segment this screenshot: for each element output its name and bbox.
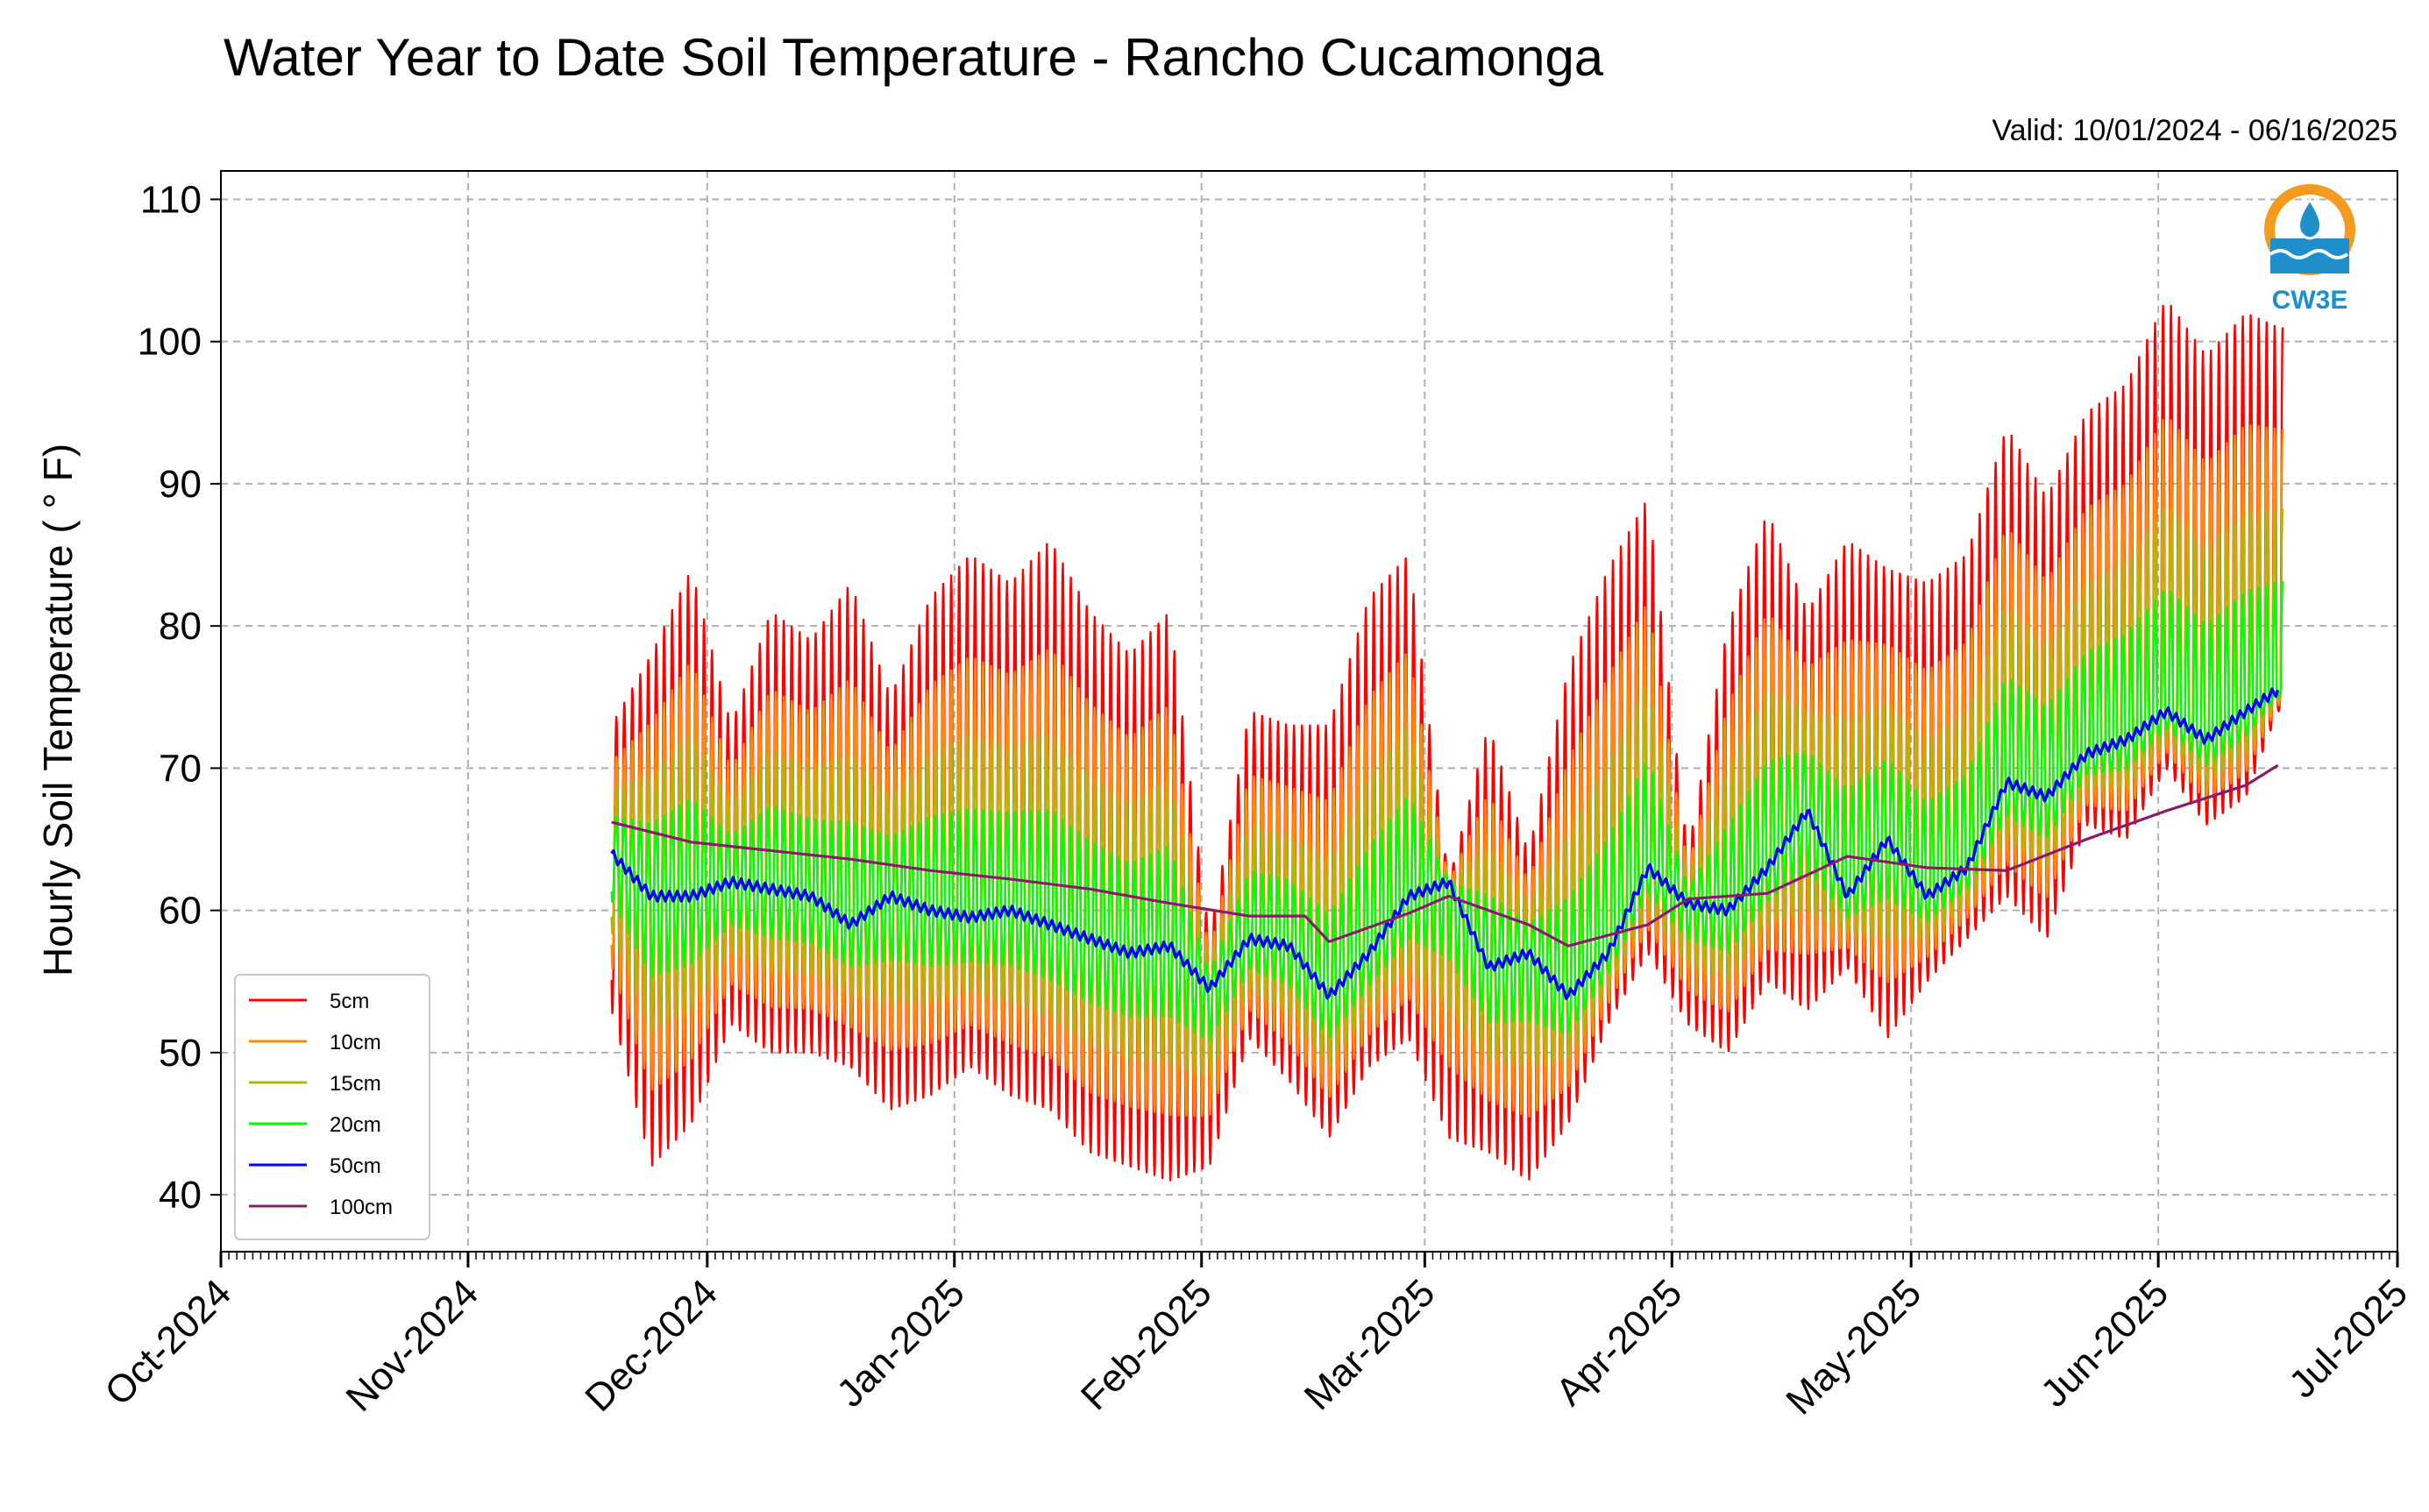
- y-tick-label: 60: [159, 890, 202, 933]
- series-line-50cm: [610, 687, 2280, 1000]
- valid-range: Valid: 10/01/2024 - 06/16/2025: [1992, 114, 2397, 147]
- x-tick-label: Jun-2025: [2033, 1271, 2177, 1415]
- y-tick-label: 80: [159, 605, 202, 648]
- y-tick-label: 40: [159, 1174, 202, 1217]
- legend-label-20cm: 20cm: [330, 1113, 381, 1137]
- legend-label-10cm: 10cm: [330, 1031, 381, 1054]
- legend: 5cm 10cm 15cm 20cm 50cm 100cm: [234, 974, 430, 1240]
- y-tick-label: 50: [159, 1032, 202, 1075]
- plot-frame: [220, 170, 2398, 1253]
- legend-label-100cm: 100cm: [330, 1196, 393, 1219]
- legend-label-50cm: 50cm: [330, 1154, 381, 1178]
- x-tick-label: Oct-2024: [96, 1271, 239, 1414]
- series-band-10cm: [610, 418, 2284, 1118]
- x-tick-label: Apr-2025: [1548, 1271, 1691, 1414]
- grid: [220, 171, 2398, 1252]
- temperature-bands: [610, 304, 2284, 1182]
- legend-label-15cm: 15cm: [330, 1072, 381, 1096]
- x-tick-label: Mar-2025: [1296, 1271, 1444, 1418]
- x-tick-label: May-2025: [1778, 1271, 1929, 1423]
- y-tick-label: 90: [159, 463, 202, 506]
- x-tick-label: Jan-2025: [828, 1271, 972, 1415]
- y-tick-label: 70: [159, 747, 202, 790]
- series-band-20cm: [610, 581, 2284, 1042]
- y-axis: 40 50 60 70 80 90 100 110: [138, 178, 221, 1217]
- x-tick-label: Nov-2024: [337, 1271, 487, 1420]
- chart-title: Water Year to Date Soil Temperature - Ra…: [224, 28, 1604, 87]
- x-axis: Oct-2024 Nov-2024 Dec-2024 Jan-2025 Feb-2025…: [96, 1252, 2416, 1423]
- x-tick-label: Feb-2025: [1073, 1271, 1220, 1418]
- series-line-100cm: [611, 763, 2279, 948]
- legend-label-5cm: 5cm: [330, 990, 369, 1013]
- y-tick-label: 100: [138, 321, 202, 364]
- water-wave-icon: [2269, 249, 2349, 259]
- x-tick-label: Jul-2025: [2281, 1271, 2416, 1406]
- x-tick-label: Dec-2024: [577, 1271, 726, 1420]
- temperature-lines: [610, 687, 2280, 1000]
- logo-text: CW3E: [2272, 286, 2348, 315]
- y-tick-label: 110: [140, 178, 202, 221]
- cw3e-logo: CW3E: [2264, 184, 2355, 315]
- y-axis-label: Hourly Soil Temperature ( ° F): [35, 444, 81, 976]
- water-drop-icon: [2298, 197, 2322, 240]
